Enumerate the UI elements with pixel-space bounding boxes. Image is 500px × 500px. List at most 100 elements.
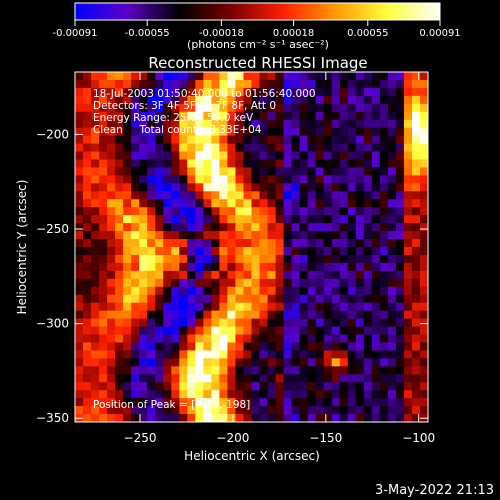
heatmap-cell: [83, 318, 92, 328]
heatmap-cell: [171, 366, 180, 375]
heatmap-cell: [275, 143, 285, 153]
heatmap-cell: [115, 286, 124, 296]
heatmap-cell: [187, 374, 196, 383]
heatmap-cell: [171, 159, 180, 169]
heatmap-cell: [419, 334, 428, 344]
heatmap-cell: [211, 382, 221, 391]
heatmap-cell: [371, 318, 381, 328]
heatmap-cell: [267, 159, 277, 169]
heatmap-cell: [235, 151, 245, 161]
heatmap-cell: [147, 374, 156, 383]
heatmap-cell: [339, 270, 349, 280]
heatmap-cell: [123, 326, 132, 336]
heatmap-cell: [211, 358, 221, 367]
heatmap-cell: [339, 247, 349, 256]
heatmap-cell: [227, 207, 237, 216]
heatmap-cell: [411, 215, 421, 224]
heatmap-cell: [395, 262, 405, 272]
heatmap-cell: [235, 358, 245, 367]
heatmap-cell: [235, 366, 245, 375]
heatmap-cell: [195, 374, 204, 383]
heatmap-cell: [355, 254, 365, 264]
heatmap-cell: [75, 215, 84, 224]
heatmap-cell: [107, 310, 116, 320]
heatmap-cell: [387, 286, 397, 296]
heatmap-cell: [363, 390, 373, 399]
heatmap-cell: [243, 215, 253, 224]
heatmap-cell: [275, 151, 285, 161]
heatmap-cell: [123, 111, 132, 121]
heatmap-cell: [75, 175, 84, 184]
heatmap-cell: [83, 151, 92, 161]
heatmap-cell: [323, 127, 333, 137]
heatmap-cell: [331, 358, 341, 367]
heatmap-cell: [131, 398, 140, 407]
heatmap-cell: [91, 350, 100, 359]
heatmap-cell: [371, 79, 381, 89]
heatmap-cell: [123, 72, 132, 81]
heatmap-cell: [411, 294, 421, 304]
heatmap-cell: [179, 79, 188, 89]
heatmap-cell: [179, 191, 188, 200]
heatmap-cell: [155, 159, 164, 169]
heatmap-cell: [323, 342, 333, 351]
heatmap-cell: [171, 310, 180, 320]
heatmap-cell: [227, 159, 237, 169]
heatmap-cell: [187, 175, 196, 184]
heatmap-cell: [123, 270, 132, 280]
heatmap-cell: [411, 310, 421, 320]
heatmap-cell: [411, 95, 421, 105]
heatmap-cell: [331, 72, 341, 81]
heatmap-cell: [363, 159, 373, 169]
heatmap-cell: [91, 239, 100, 248]
heatmap-cell: [83, 223, 92, 232]
heatmap-cell: [403, 262, 413, 272]
heatmap-cell: [403, 143, 413, 153]
heatmap-cell: [211, 72, 221, 81]
heatmap-cell: [123, 95, 132, 105]
heatmap-cell: [219, 223, 229, 232]
heatmap-cell: [203, 191, 212, 200]
heatmap-cell: [299, 191, 309, 200]
heatmap-cell: [299, 318, 309, 328]
heatmap-cell: [195, 183, 204, 192]
heatmap-cell: [187, 278, 196, 288]
heatmap-cell: [163, 382, 172, 391]
heatmap-cell: [283, 278, 293, 288]
heatmap-cell: [211, 231, 221, 240]
heatmap-cell: [283, 111, 293, 121]
heatmap-cell: [155, 167, 164, 176]
heatmap-cell: [339, 87, 349, 97]
heatmap-cell: [267, 191, 277, 200]
heatmap-cell: [323, 350, 333, 359]
heatmap-cell: [387, 199, 397, 208]
heatmap-cell: [75, 87, 84, 97]
heatmap-cell: [395, 342, 405, 351]
heatmap-cell: [195, 382, 204, 391]
footer-date: 3-May-2022 21:13: [375, 483, 494, 498]
heatmap-cell: [411, 167, 421, 176]
heatmap-cell: [115, 414, 124, 422]
heatmap-cell: [403, 350, 413, 359]
heatmap-cell: [139, 215, 148, 224]
heatmap-cell: [403, 239, 413, 248]
heatmap-cell: [83, 382, 92, 391]
heatmap-cell: [227, 143, 237, 153]
heatmap-cell: [355, 135, 365, 145]
heatmap-cell: [387, 135, 397, 145]
heatmap-cell: [139, 254, 148, 264]
heatmap-cell: [75, 159, 84, 169]
heatmap-cell: [371, 151, 381, 161]
heatmap-cell: [323, 262, 333, 272]
heatmap-cell: [203, 334, 212, 344]
heatmap-cell: [323, 135, 333, 145]
heatmap-cell: [91, 398, 100, 407]
heatmap-cell: [147, 239, 156, 248]
heatmap-cell: [411, 406, 421, 415]
heatmap-cell: [155, 278, 164, 288]
heatmap-cell: [259, 334, 269, 344]
heatmap-cell: [307, 103, 317, 113]
heatmap-cell: [123, 79, 132, 89]
heatmap-cell: [251, 414, 261, 422]
heatmap-cell: [187, 254, 196, 264]
